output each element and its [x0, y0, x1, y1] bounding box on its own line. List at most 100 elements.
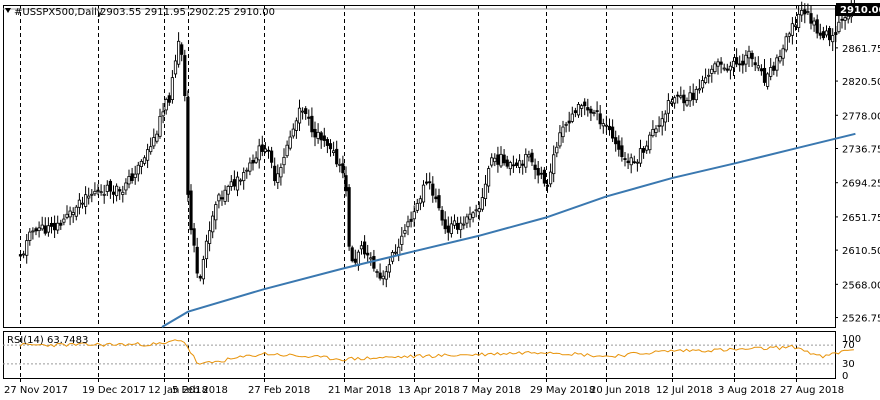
candle	[589, 105, 593, 121]
candle	[297, 99, 302, 132]
candle	[133, 165, 137, 185]
candle	[440, 206, 444, 226]
candle	[654, 125, 658, 138]
candle	[620, 137, 624, 162]
candle	[800, 1, 804, 22]
candle	[124, 178, 128, 195]
candle	[170, 70, 174, 104]
candle	[87, 187, 91, 205]
candle	[490, 153, 494, 168]
candle	[521, 159, 525, 175]
candle	[214, 201, 218, 230]
candle	[331, 141, 336, 156]
candle	[84, 186, 88, 215]
candle	[595, 101, 599, 121]
candle	[375, 269, 379, 278]
rsi-line	[19, 339, 854, 365]
candle	[34, 226, 38, 236]
candle	[198, 274, 202, 282]
candle	[421, 180, 426, 207]
candle	[164, 97, 168, 115]
candle	[403, 224, 407, 238]
candle	[474, 204, 478, 218]
candle	[65, 205, 69, 220]
rsi-axis-label: 70	[842, 340, 855, 351]
candle	[480, 188, 485, 212]
candle	[242, 167, 246, 190]
candle	[180, 42, 184, 62]
candle	[508, 160, 512, 176]
candle	[37, 221, 41, 238]
candle	[694, 86, 698, 103]
candle	[772, 61, 776, 76]
candle	[676, 91, 680, 104]
candle	[232, 170, 236, 191]
candle	[691, 83, 695, 106]
candle	[71, 207, 75, 223]
candle	[778, 49, 782, 64]
candle	[46, 217, 51, 237]
candle	[291, 123, 295, 139]
candle	[412, 205, 416, 227]
candle	[632, 155, 636, 164]
candle	[645, 140, 649, 154]
candle	[586, 98, 590, 117]
candle	[62, 214, 66, 226]
candle	[77, 193, 81, 215]
candle	[601, 118, 605, 134]
candle	[142, 155, 147, 166]
moving-average-line	[161, 132, 856, 328]
candle	[483, 174, 488, 207]
candle	[455, 216, 460, 234]
candle	[769, 58, 773, 81]
candle	[738, 55, 742, 72]
price-axis-label: 2820.50	[842, 77, 880, 88]
candle	[201, 255, 205, 285]
candle	[99, 184, 103, 196]
candle	[762, 59, 767, 86]
candle	[21, 250, 26, 259]
candle	[102, 184, 106, 204]
candle	[56, 215, 60, 234]
candle	[167, 92, 171, 106]
candle	[211, 211, 215, 239]
candle	[775, 54, 779, 77]
candle	[428, 172, 432, 190]
candle	[818, 23, 822, 40]
candle	[121, 185, 125, 203]
candle	[74, 204, 78, 221]
candle	[821, 26, 826, 41]
candle	[750, 50, 754, 67]
candle	[18, 250, 23, 259]
candle	[28, 228, 32, 246]
candle	[719, 57, 723, 74]
candle	[812, 17, 816, 32]
candle	[614, 130, 618, 152]
candle	[713, 61, 717, 75]
candle	[635, 159, 640, 172]
candle	[505, 155, 509, 169]
candle	[257, 138, 261, 169]
candle	[549, 163, 553, 188]
candle	[186, 90, 190, 202]
candle	[688, 85, 692, 107]
candle	[366, 244, 370, 262]
candle	[335, 140, 339, 168]
candle	[806, 3, 810, 15]
candle	[725, 63, 729, 73]
candle	[344, 166, 348, 197]
candle	[431, 176, 435, 203]
candle	[263, 142, 268, 154]
date-axis-label: 7 May 2018	[462, 385, 521, 396]
candle	[452, 214, 457, 229]
date-axis-label: 3 Aug 2018	[718, 385, 776, 396]
candle	[552, 145, 556, 183]
candle	[384, 266, 388, 288]
candle	[459, 216, 463, 239]
candle	[387, 258, 392, 278]
candle	[787, 31, 791, 43]
candle	[300, 107, 305, 120]
candle	[793, 16, 798, 31]
candle	[424, 173, 429, 186]
candle	[700, 75, 705, 93]
